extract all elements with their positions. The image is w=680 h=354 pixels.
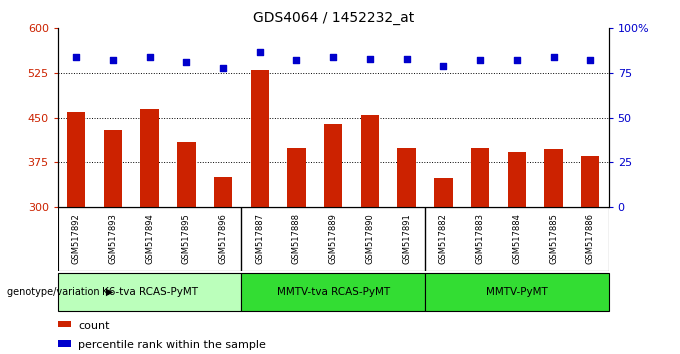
Point xyxy=(328,54,339,60)
Text: GSM517890: GSM517890 xyxy=(365,213,375,264)
Point xyxy=(144,54,155,60)
Text: GSM517896: GSM517896 xyxy=(218,213,228,264)
Text: GSM517887: GSM517887 xyxy=(255,213,265,264)
Point xyxy=(401,56,412,62)
Text: GSM517884: GSM517884 xyxy=(512,213,522,264)
Text: GSM517891: GSM517891 xyxy=(402,213,411,264)
Point xyxy=(291,58,302,63)
Point xyxy=(181,59,192,65)
Bar xyxy=(435,178,453,207)
Point xyxy=(71,54,82,60)
Bar xyxy=(398,148,416,207)
FancyBboxPatch shape xyxy=(425,273,609,311)
Point xyxy=(475,58,486,63)
Bar xyxy=(251,70,269,207)
Text: GSM517886: GSM517886 xyxy=(585,213,595,264)
Point xyxy=(511,58,522,63)
Bar xyxy=(177,142,196,207)
FancyBboxPatch shape xyxy=(241,273,425,311)
Text: GSM517894: GSM517894 xyxy=(145,213,154,264)
Text: count: count xyxy=(78,321,109,331)
Text: GSM517883: GSM517883 xyxy=(475,213,485,264)
Text: MMTV-tva RCAS-PyMT: MMTV-tva RCAS-PyMT xyxy=(277,287,390,297)
Text: GDS4064 / 1452232_at: GDS4064 / 1452232_at xyxy=(252,11,414,25)
Point xyxy=(254,49,265,55)
Bar xyxy=(508,152,526,207)
Bar xyxy=(581,156,600,207)
Text: MMTV-PyMT: MMTV-PyMT xyxy=(486,287,547,297)
Bar xyxy=(214,177,233,207)
Text: GSM517895: GSM517895 xyxy=(182,213,191,264)
Point xyxy=(585,58,596,63)
Text: GSM517882: GSM517882 xyxy=(439,213,448,264)
Text: GSM517888: GSM517888 xyxy=(292,213,301,264)
Text: GSM517892: GSM517892 xyxy=(71,213,81,264)
Text: K6-tva RCAS-PyMT: K6-tva RCAS-PyMT xyxy=(101,287,198,297)
Point xyxy=(107,58,118,63)
Bar xyxy=(141,109,159,207)
Point xyxy=(364,56,375,62)
Bar xyxy=(324,124,343,207)
FancyBboxPatch shape xyxy=(58,273,241,311)
Bar xyxy=(361,115,379,207)
Bar xyxy=(471,148,490,207)
Point xyxy=(218,65,228,70)
Bar xyxy=(544,149,563,207)
Text: GSM517893: GSM517893 xyxy=(108,213,118,264)
Text: GSM517885: GSM517885 xyxy=(549,213,558,264)
Text: percentile rank within the sample: percentile rank within the sample xyxy=(78,340,266,350)
Point xyxy=(438,63,449,69)
Text: genotype/variation  ▶: genotype/variation ▶ xyxy=(7,287,113,297)
Bar xyxy=(104,130,122,207)
Bar xyxy=(67,112,86,207)
Bar xyxy=(288,148,306,207)
Text: GSM517889: GSM517889 xyxy=(328,213,338,264)
Point xyxy=(548,54,559,60)
